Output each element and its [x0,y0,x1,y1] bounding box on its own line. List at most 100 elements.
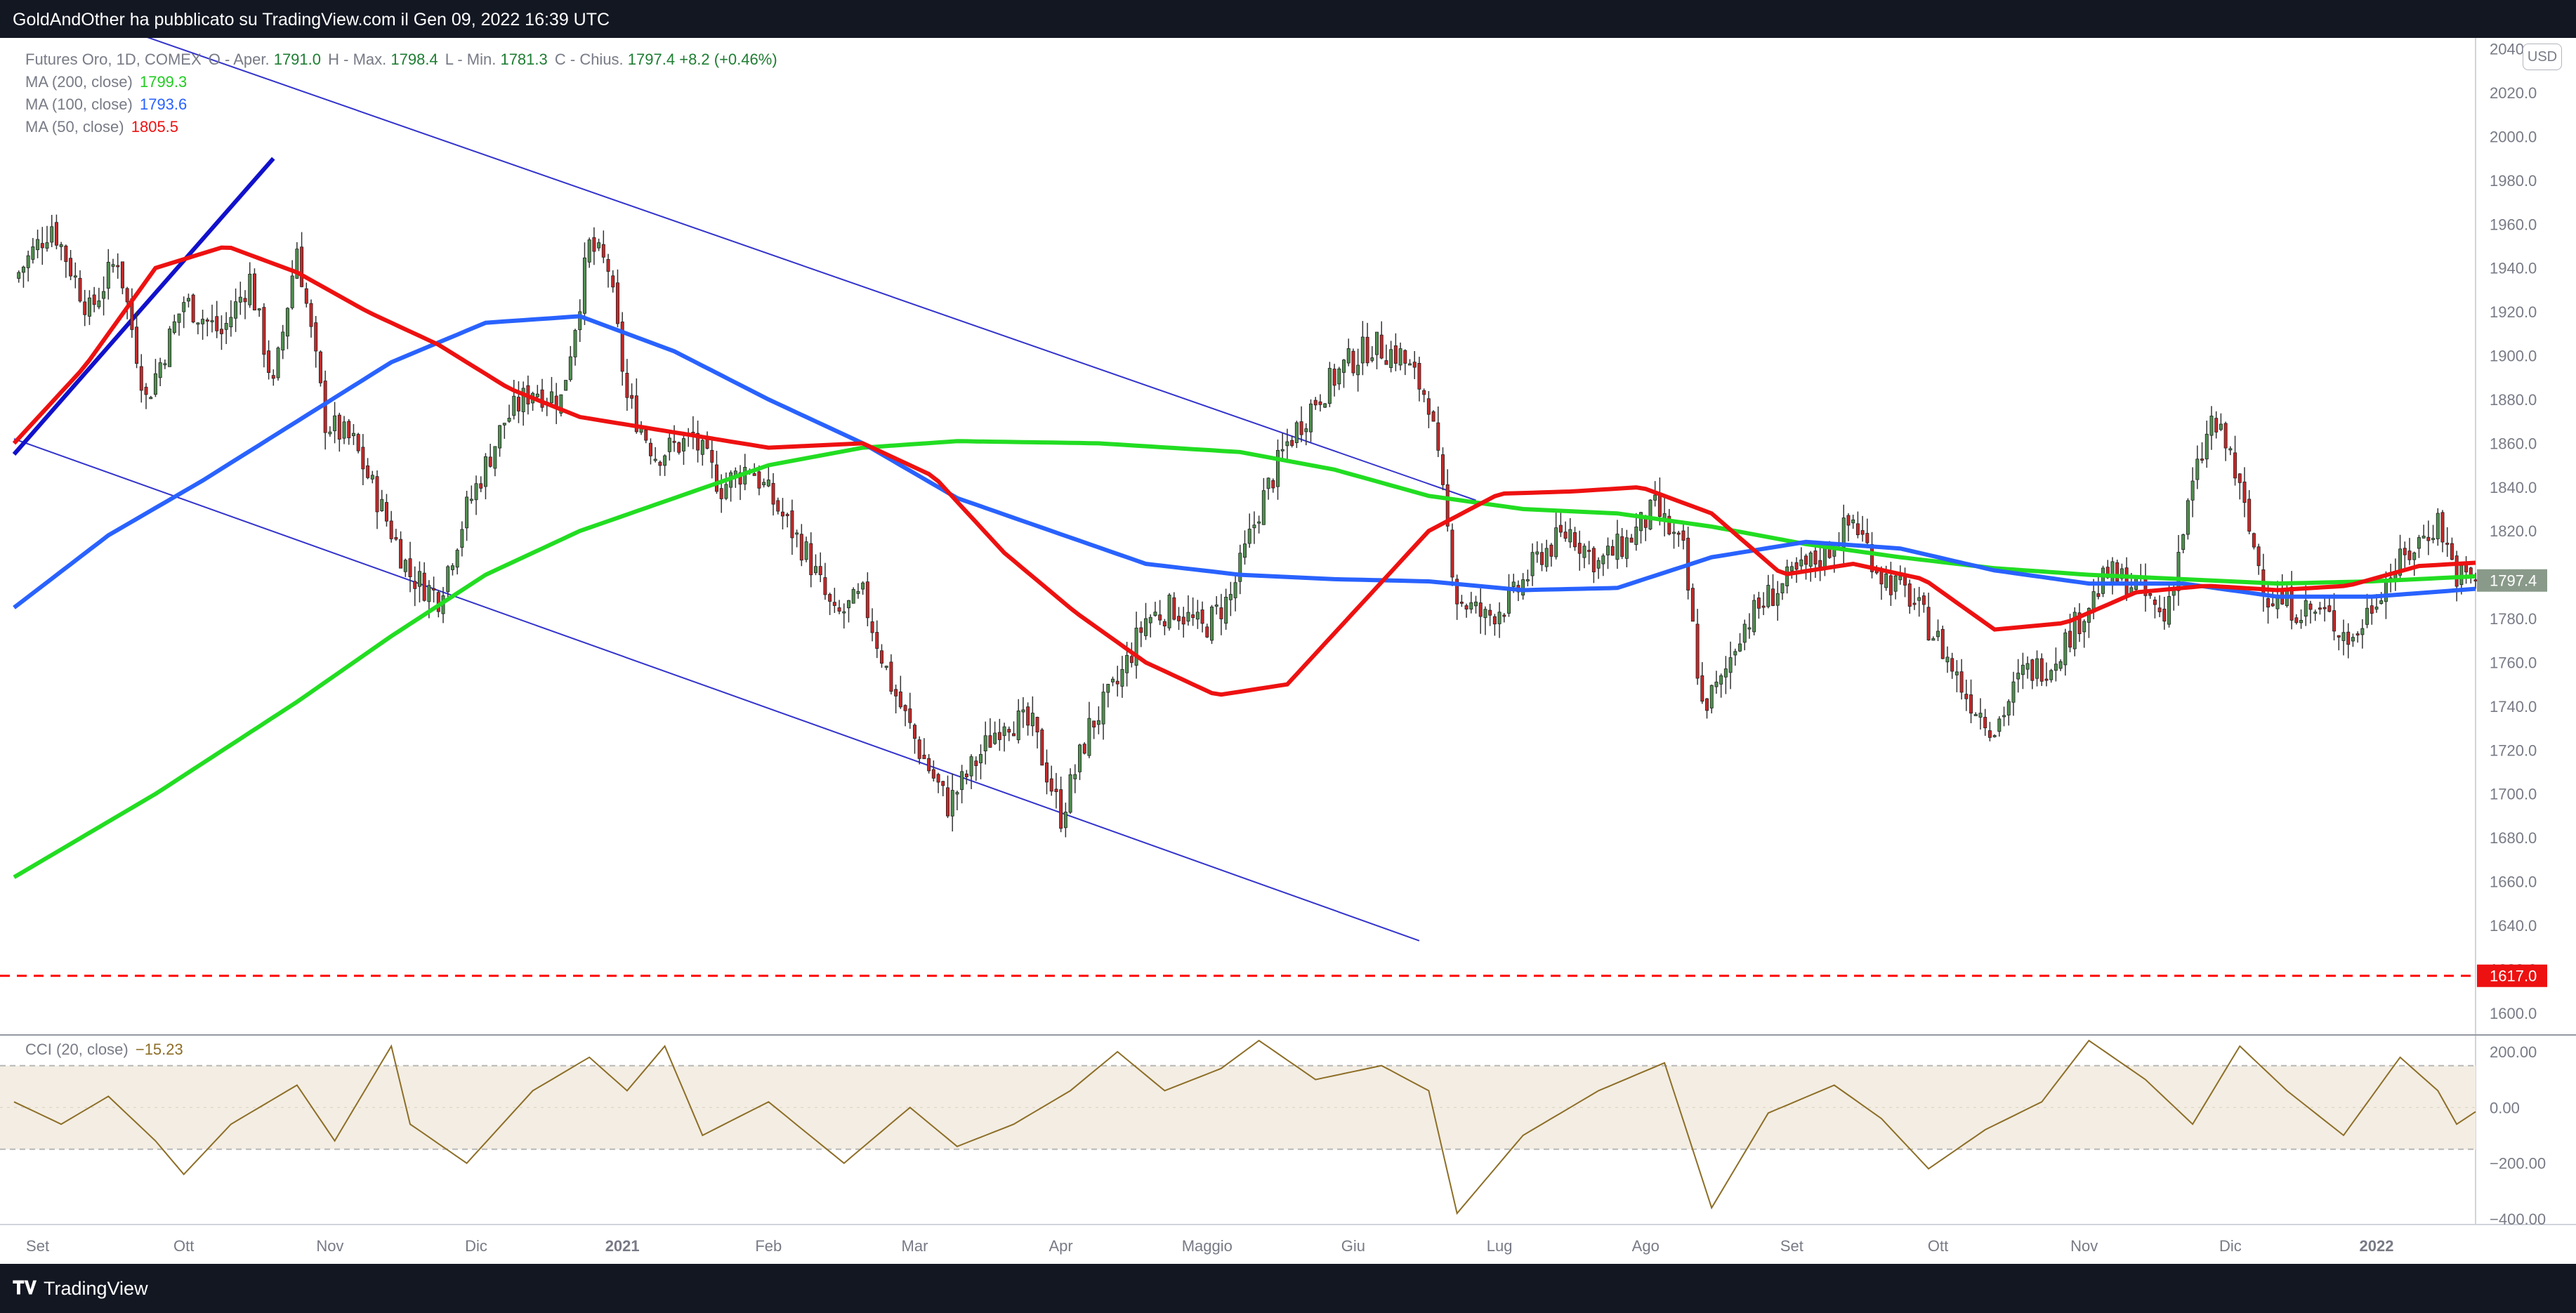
candle [615,269,619,328]
candle [1257,515,1261,534]
candle-body-down [2252,533,2256,548]
candle-body-up [2063,632,2068,666]
candle-body-down [2044,678,2049,681]
candle-body-up [1238,553,1242,582]
candle-body-up [1714,681,1719,687]
candle-body-down [139,366,143,391]
candle-body-up [2341,632,2346,641]
support-price-tag-bg [2477,964,2547,987]
candle-body-up [1228,594,1233,600]
candle-body-down [1351,350,1355,374]
candle-body-down [1450,529,1454,578]
candle-body-up [1276,449,1280,487]
candle-body-down [2247,499,2252,532]
candle [1441,447,1445,491]
candle-body-down [314,322,318,352]
time-tick-label: Ott [173,1237,194,1255]
candle [1846,513,1851,541]
candle [2228,446,2233,456]
candle [314,316,318,368]
candle-body-up [26,255,30,268]
candle [2304,585,2308,626]
candle [2096,576,2101,600]
candle-body-up [370,475,374,480]
candle-body-up [766,480,770,487]
candle [252,268,256,311]
tradingview-logo[interactable]: 𝐓𝐕 TradingView [13,1277,148,1299]
candle-body-down [601,244,605,258]
cci-value: −15.23 [135,1041,183,1058]
candle-body-up [257,308,261,311]
candle-body-down [361,447,365,470]
candle [1030,696,1034,737]
candle [1016,699,1020,744]
candle-body-down [116,265,120,268]
candle-body-up [1884,573,1888,588]
candle [2162,596,2167,630]
candle [177,313,181,336]
candle-body-down [823,577,827,595]
candle-body-down [92,294,96,305]
candle [149,395,153,400]
candle-body-up [1247,529,1251,544]
candle [2072,607,2077,656]
candle [573,329,577,366]
candle [1860,515,1865,542]
candle [2082,619,2087,648]
candle-body-down [1403,350,1407,364]
candle [2035,650,2039,687]
candle [502,423,506,439]
candle [1728,641,1733,690]
candle [828,592,832,615]
time-tick-label: Set [26,1237,49,1255]
candle-body-down [399,539,403,569]
candle [120,261,124,295]
candle [2053,647,2058,682]
candle [1624,529,1629,567]
candle [587,237,591,268]
candle [611,270,615,293]
candle [1818,543,1822,581]
candle-body-up [507,418,511,422]
chart-area[interactable]: 2040.0 2020.0 2000.0 1980.0 1960.0 1940.0 1920… [0,38,2576,1264]
grid-layer [0,38,2576,1225]
candle [2337,635,2341,651]
candle [1549,543,1553,567]
candle [1271,478,1275,493]
chart-svg[interactable]: 2040.02020.02000.01980.01960.01940.01920… [0,38,2576,1264]
candle-body-down [2440,512,2445,543]
candle [1412,351,1417,379]
candle [1393,333,1398,371]
candle [1478,588,1483,634]
candle [2322,598,2327,622]
candle [1012,721,1016,737]
candle-body-down [300,246,304,287]
candle [1771,574,1775,607]
candle-body-up [1544,548,1549,567]
candle-body-up [578,311,582,331]
candle-body-down [394,537,398,540]
candle [87,290,91,325]
candle [1544,539,1549,572]
candle [92,286,96,312]
candle [1610,539,1615,556]
candle [1709,685,1714,713]
candle [1054,772,1058,809]
candle-body-up [2379,600,2384,605]
candle [964,770,968,785]
ma200-label: MA (200, close) [25,73,133,91]
candle [2006,699,2011,726]
candle [1323,402,1327,409]
currency-badge[interactable]: USD [2523,44,2562,70]
candle [450,563,454,576]
candle-body-down [1455,579,1459,605]
candle-body-up [465,496,469,529]
candle-body-up [955,792,959,795]
candle-body-down [1059,789,1063,829]
candle-body-down [64,245,68,262]
candle-body-down [347,421,351,439]
candle [2299,609,2304,629]
ma50-label: MA (50, close) [25,118,124,136]
candle [790,499,794,555]
last-price-tag-bg [2477,569,2547,592]
